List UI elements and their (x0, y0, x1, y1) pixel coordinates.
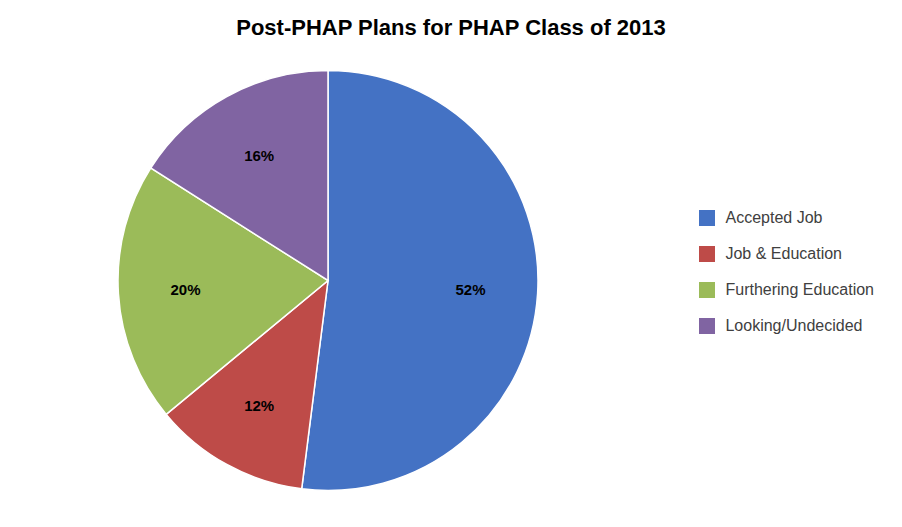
html-text:Furthering Education: Furthering Education (725, 280, 874, 298)
html-text:Looking/Undecided: Looking/Undecided (725, 316, 863, 334)
html-text:Post-PHAP Plans for PHAP Class: Post-PHAP Plans for PHAP Class of 2013 (236, 15, 666, 40)
svg-text:12%: 12% (244, 397, 274, 414)
html-text:Accepted Job: Accepted Job (725, 208, 823, 226)
svg-text:20%: 20% (170, 281, 200, 298)
html-text:Job & Education: Job & Education (725, 244, 842, 262)
svg-text:52%: 52% (456, 281, 486, 298)
svg-text:16%: 16% (244, 147, 274, 164)
